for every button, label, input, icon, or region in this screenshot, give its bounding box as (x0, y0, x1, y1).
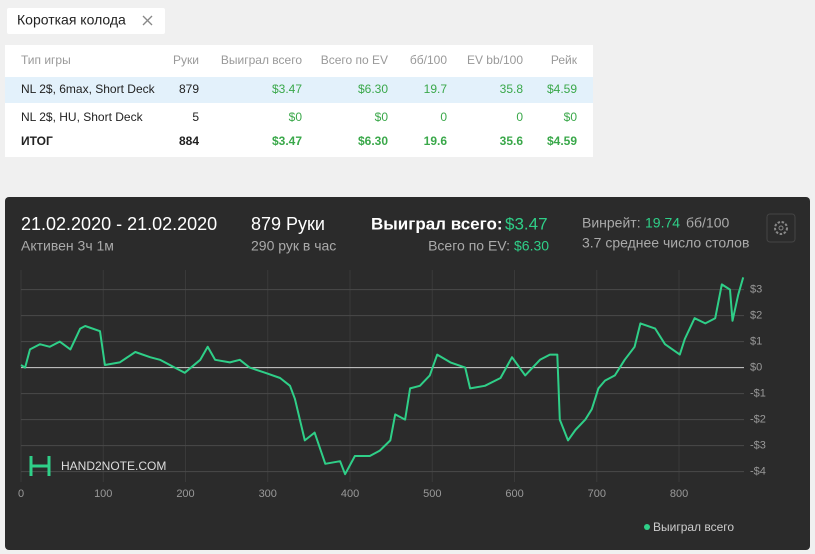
y-tick-label: $0 (750, 362, 762, 374)
table-cell: 0 (440, 110, 447, 124)
ev-value: $6.30 (514, 238, 549, 254)
column-header: бб/100 (410, 53, 447, 67)
column-header: Рейк (551, 53, 578, 67)
tables-avg: 3.7 среднее число столов (582, 235, 749, 251)
table-cell: $3.47 (272, 82, 302, 96)
x-tick-label: 400 (341, 488, 359, 500)
y-tick-label: -$1 (750, 388, 766, 400)
plot-area (21, 270, 744, 482)
x-tick-label: 0 (18, 488, 24, 500)
watermark: HAND2NOTE.COM (29, 456, 166, 476)
y-tick-label: -$2 (750, 414, 766, 426)
tab[interactable] (7, 8, 165, 34)
series-line (20, 277, 745, 476)
table-cell: 35.8 (500, 82, 524, 96)
hands-rate: 290 рук в час (251, 238, 336, 254)
legend-marker (644, 524, 650, 530)
hands: 879 Руки (251, 214, 325, 234)
watermark-text: HAND2NOTE.COM (61, 459, 166, 473)
table-cell: $0 (564, 110, 578, 124)
total-cell: 35.6 (500, 134, 524, 148)
total-cell: $4.59 (547, 134, 577, 148)
total-cell: 884 (179, 134, 199, 148)
date-range: 21.02.2020 - 21.02.2020 (21, 214, 217, 234)
ev-label: Всего по EV: (428, 238, 510, 254)
x-tick-label: 700 (588, 488, 606, 500)
table-cell: $0 (375, 110, 389, 124)
winrate-unit: бб/100 (686, 215, 729, 231)
x-tick-label: 600 (505, 488, 523, 500)
tab-label[interactable]: Короткая колода (17, 12, 126, 28)
total-cell: $3.47 (272, 134, 302, 148)
row-highlight (5, 77, 593, 103)
x-tick-label: 200 (176, 488, 194, 500)
column-header: Выиграл всего (221, 53, 302, 67)
table: Тип игры Руки Выиграл всего Всего по EV бб/1… (21, 53, 578, 148)
y-tick-label: $1 (750, 336, 762, 348)
column-header: EV bb/100 (467, 53, 523, 67)
table-cell: 0 (516, 110, 523, 124)
x-tick-label: 300 (259, 488, 277, 500)
column-header: Всего по EV (321, 53, 388, 67)
y-tick-label: $2 (750, 310, 762, 322)
table-cell: $0 (289, 110, 303, 124)
table-cell: 879 (179, 82, 199, 96)
table-cell: 5 (192, 110, 199, 124)
legend-label: Выиграл всего (653, 520, 734, 534)
table-cell: 19.7 (424, 82, 448, 96)
x-tick-label: 500 (423, 488, 441, 500)
settings-button[interactable] (766, 213, 796, 243)
chart: 0 100 200 300 400 500 600 700 800 $3 $2 $1 $0 -$1 -$2 -… (18, 270, 766, 534)
total-cell: 19.6 (424, 134, 448, 148)
table-cell: $4.59 (547, 82, 577, 96)
table-cell: NL 2$, HU, Short Deck (21, 110, 144, 124)
winrate-label: Винрейт: (582, 215, 641, 231)
y-tick-label: -$3 (750, 440, 766, 452)
y-tick-label: $3 (750, 284, 762, 296)
won-label: Выиграл всего: (371, 214, 503, 233)
won-value: $3.47 (505, 214, 548, 233)
active-time: Активен 3ч 1м (21, 238, 114, 254)
total-cell: ИТОГ (21, 134, 53, 148)
winrate-value: 19.74 (645, 215, 680, 231)
column-header: Руки (173, 53, 199, 67)
x-tick-label: 800 (670, 488, 688, 500)
y-tick-label: -$4 (750, 466, 766, 478)
table-cell: NL 2$, 6max, Short Deck (21, 82, 156, 96)
column-header: Тип игры (21, 53, 71, 67)
table-cell: $6.30 (358, 82, 388, 96)
x-tick-label: 100 (94, 488, 112, 500)
tab-close[interactable] (142, 15, 153, 26)
total-cell: $6.30 (358, 134, 388, 148)
